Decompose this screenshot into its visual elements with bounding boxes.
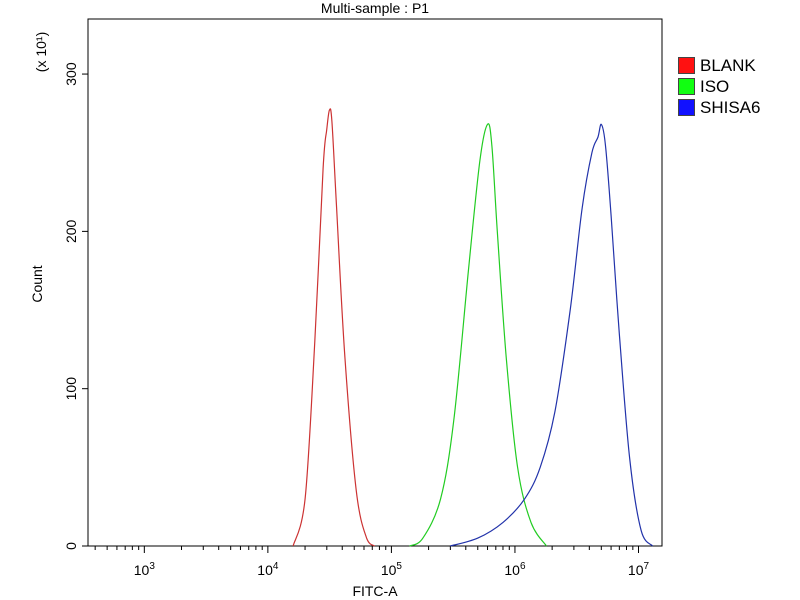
legend-swatch-blank [678,57,695,74]
legend-item-blank: BLANK [678,55,796,76]
legend-label-blank: BLANK [700,56,756,75]
y-tick-label: 300 [63,62,79,86]
legend-label-iso: ISO [700,77,730,96]
series-line-iso [409,123,547,547]
legend-label-shisa6: SHISA6 [700,98,761,117]
x-tick-label: 105 [381,561,403,578]
legend-item-iso: ISO [678,76,796,97]
y-tick-label: 0 [63,542,79,550]
x-axis-label: FITC-A [352,583,398,599]
series-layer [292,108,654,547]
y-tick-label: 100 [63,377,79,401]
series-line-shisa6 [450,123,654,547]
y-tick-label: 200 [63,219,79,243]
y-axis-label: Count [29,265,45,302]
series-line-blank [292,108,375,547]
x-axis: 103 104 105 106 107 [94,546,650,578]
chart-title: Multi-sample : P1 [321,0,429,16]
y-axis: 0 100 200 300 [63,62,88,550]
y-axis-multiplier: (x 10¹) [33,32,49,72]
x-tick-label: 106 [504,561,526,578]
legend-swatch-shisa6 [678,99,695,116]
x-tick-label: 104 [257,561,279,578]
legend-swatch-iso [678,78,695,95]
legend: BLANK ISO SHISA6 [678,55,796,118]
legend-item-shisa6: SHISA6 [678,97,796,118]
x-tick-label: 103 [134,561,156,578]
x-tick-label: 107 [628,561,650,578]
plot-frame [87,18,663,547]
